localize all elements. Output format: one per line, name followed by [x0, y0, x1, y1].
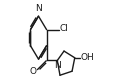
- Text: N: N: [54, 61, 61, 70]
- Text: N: N: [35, 4, 42, 13]
- Text: O: O: [30, 67, 36, 76]
- Text: OH: OH: [81, 53, 94, 62]
- Text: Cl: Cl: [60, 24, 69, 33]
